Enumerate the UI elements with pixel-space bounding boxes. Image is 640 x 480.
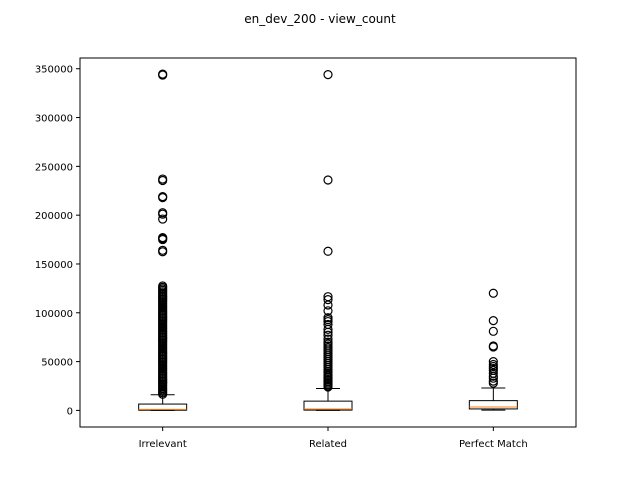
outlier-point (323, 246, 333, 256)
outlier-point (158, 214, 168, 224)
y-tick-label: 0 (67, 406, 73, 417)
outlier-point (488, 356, 498, 367)
box-iqr (303, 400, 353, 411)
outlier-point (488, 326, 498, 336)
box-group (303, 69, 353, 411)
outlier-point (158, 175, 168, 186)
y-tick-label: 200000 (35, 211, 73, 222)
outlier-point (158, 69, 168, 79)
outlier-point (158, 209, 168, 219)
y-tick-label: 300000 (35, 114, 73, 125)
outlier-point (158, 389, 168, 399)
outlier-point (158, 247, 168, 257)
box-iqr (468, 400, 518, 410)
outlier-point (323, 306, 333, 316)
box-iqr (138, 403, 188, 411)
x-tick-label: Irrelevant (139, 439, 187, 450)
x-tick-label: Related (309, 439, 347, 450)
plot-area (138, 69, 518, 411)
x-tick-label: Perfect Match (459, 439, 528, 450)
outlier-point (488, 288, 498, 298)
outlier-point (488, 373, 498, 383)
y-tick-label: 350000 (35, 65, 73, 76)
outlier-point (158, 192, 168, 203)
y-tick-label: 150000 (35, 260, 73, 271)
chart-title: en_dev_200 - view_count (244, 12, 396, 26)
box-group (138, 69, 188, 411)
y-tick-label: 50000 (41, 358, 73, 369)
outlier-point (323, 300, 333, 310)
outlier-point (323, 330, 333, 340)
outlier-point (323, 334, 333, 344)
outlier-point (323, 295, 333, 305)
y-tick-label: 100000 (35, 309, 73, 320)
outlier-point (323, 382, 333, 392)
outlier-point (488, 378, 498, 388)
outlier-point (323, 175, 333, 185)
axes: Irrelevant Related Perfect Match 0 50000 1000… (35, 65, 528, 450)
outlier-point (323, 324, 333, 334)
outlier-point (158, 234, 168, 245)
outlier-point (488, 342, 498, 352)
outlier-point (488, 315, 498, 326)
outlier-point (323, 69, 333, 80)
box-group (468, 288, 518, 411)
outlier-point (323, 327, 333, 337)
y-tick-label: 250000 (35, 162, 73, 173)
